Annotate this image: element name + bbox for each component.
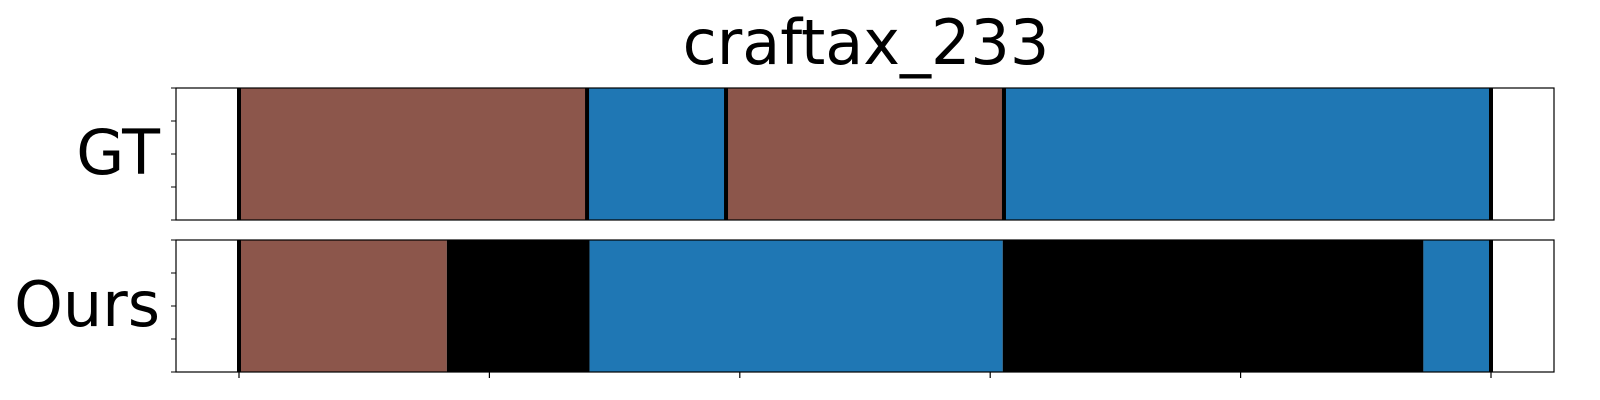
segment-gt-3 [1003, 88, 1491, 220]
segment-gt-1 [587, 88, 727, 220]
segment-gt-0 [239, 88, 588, 220]
row-label-ours: Ours [14, 268, 160, 341]
segment-ours-4 [1423, 240, 1491, 372]
segment-ours-0 [239, 240, 447, 372]
row-label-gt: GT [76, 116, 160, 189]
segment-ours-3 [1002, 240, 1424, 372]
chart-title: craftax_233 [682, 6, 1050, 79]
segment-ours-2 [589, 240, 1003, 372]
axes-frame-gt [175, 87, 1555, 221]
segment-gt-2 [726, 88, 1004, 220]
axes-frame-ours [175, 239, 1555, 373]
segment-ours-1 [446, 240, 590, 372]
